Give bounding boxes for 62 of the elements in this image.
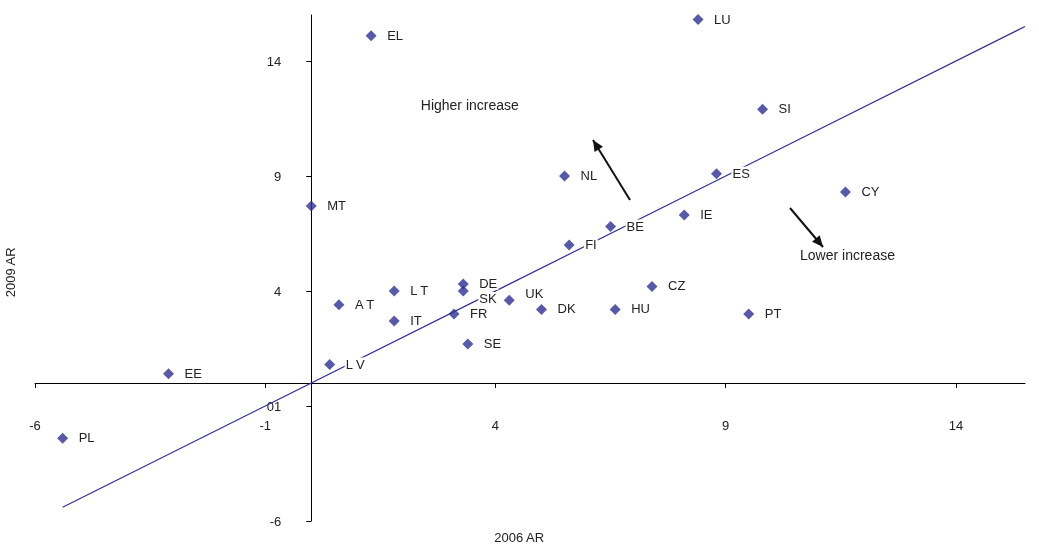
point <box>305 200 317 212</box>
point <box>388 285 400 297</box>
annotation: SI <box>778 101 791 117</box>
x-tick-label: 9 <box>722 418 730 433</box>
point <box>743 308 755 320</box>
annotation: L T <box>410 283 429 298</box>
point <box>324 359 336 371</box>
annotation: EE <box>184 365 203 381</box>
point <box>563 239 575 251</box>
annotation: A T <box>354 296 375 312</box>
annotation: ES <box>732 165 751 181</box>
annotation: FR <box>470 306 488 321</box>
point <box>163 368 175 380</box>
point <box>839 186 851 198</box>
point <box>757 103 769 115</box>
annotation: Higher increase <box>420 96 520 113</box>
annotation: DK <box>557 301 576 317</box>
point <box>609 303 621 315</box>
point <box>678 209 690 221</box>
point <box>57 432 69 444</box>
annotation: PL <box>78 430 95 446</box>
point <box>365 30 377 42</box>
point <box>559 170 571 182</box>
point <box>646 280 658 292</box>
point <box>333 299 345 311</box>
annotation: NL <box>580 168 598 183</box>
annotation: UK <box>525 286 544 302</box>
point <box>605 221 617 233</box>
x-tick-label: -1 <box>259 418 272 433</box>
annotation: CZ <box>668 278 686 294</box>
point <box>536 303 548 315</box>
point <box>710 168 722 180</box>
x-tick-label: 4 <box>491 418 500 433</box>
y-tick-label: 9 <box>274 168 282 184</box>
y-axis-title: 2009 AR <box>3 247 18 298</box>
point <box>503 294 515 306</box>
annotation: EL <box>387 27 404 43</box>
point <box>462 338 474 350</box>
x-tick-label: -6 <box>29 418 41 433</box>
point <box>388 315 400 327</box>
x-tick-label: 14 <box>948 418 964 433</box>
annotation: Lower increase <box>800 246 896 263</box>
annotation: MT <box>327 197 347 213</box>
annotation: PT <box>764 306 782 321</box>
annotation: SK <box>479 291 497 306</box>
x-axis-title: 2006 AR <box>494 530 545 544</box>
annotation: SE <box>483 335 502 351</box>
annotation: L V <box>345 356 366 372</box>
point <box>692 14 704 26</box>
annotation: HU <box>631 301 650 317</box>
annotation: LU <box>714 11 731 27</box>
annotation: IE <box>700 207 713 223</box>
annotation: IT <box>410 312 422 328</box>
y-tick-label: -6 <box>269 513 282 529</box>
y-tick-label: 4 <box>274 283 282 299</box>
annotation: FI <box>585 237 597 252</box>
y-tick-label: 01 <box>266 398 282 414</box>
point <box>457 285 469 297</box>
annotation: DE <box>479 276 498 292</box>
annotation: CY <box>861 184 880 200</box>
annotation: BE <box>626 218 645 234</box>
y-tick-label: 14 <box>266 53 282 69</box>
